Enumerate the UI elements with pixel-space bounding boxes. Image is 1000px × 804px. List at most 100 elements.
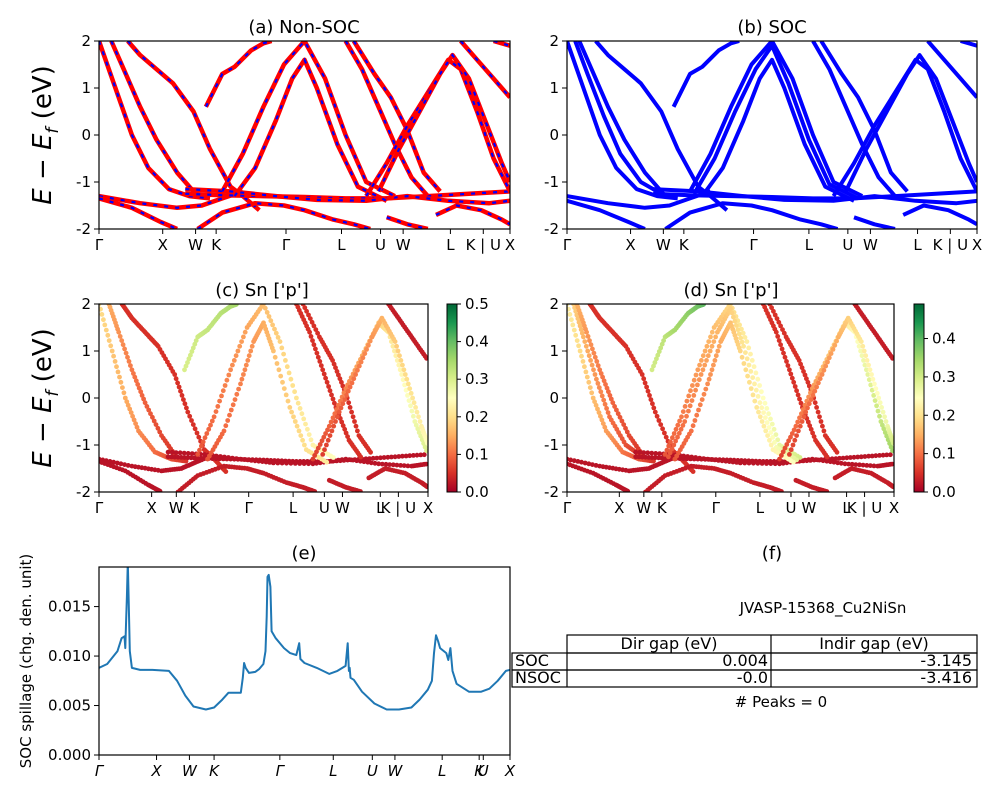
projected-band-point [571, 327, 577, 333]
projected-band-point [301, 461, 307, 466]
panel-e-frame [98, 566, 511, 756]
projected-band-point [885, 437, 891, 443]
projected-band-point [571, 458, 577, 464]
projected-band-point [848, 455, 853, 460]
projected-band-point [743, 350, 748, 355]
projected-band-point [779, 453, 784, 458]
projected-band-point [411, 413, 416, 419]
x-tick-label: X [158, 236, 168, 254]
projected-band-point [118, 379, 124, 385]
projected-band-point [230, 455, 235, 461]
projected-band-point [712, 358, 718, 363]
projected-band-point [824, 454, 830, 460]
projected-band-point [157, 488, 163, 492]
projected-band-point [379, 461, 385, 467]
panel-e-spillage [99, 567, 510, 711]
projected-band-point [700, 353, 706, 359]
projected-band-point [746, 345, 752, 351]
projected-band-point [811, 434, 817, 439]
projected-band-point [625, 488, 631, 492]
projected-band-point [582, 460, 588, 466]
projected-band-point [656, 418, 662, 423]
projected-band-point [851, 454, 857, 460]
projected-band-point [414, 409, 420, 415]
x-tick-label: U [367, 762, 378, 780]
gap-table: Dir gap (eV) Indir gap (eV) SOC 0.004 -3… [511, 634, 978, 688]
projected-band-point [669, 446, 675, 452]
projected-band-point [753, 370, 759, 376]
projected-band-point [138, 389, 144, 395]
colorbar-tick-label: 0.4 [932, 330, 956, 348]
projected-band-point [219, 393, 224, 399]
projected-band-point [175, 380, 181, 386]
projected-band-point [594, 359, 600, 364]
projected-band-point [133, 421, 139, 426]
projected-band-point [808, 426, 814, 432]
projected-band-point [355, 428, 360, 434]
projected-band-point [759, 419, 765, 424]
x-tick-label: K [189, 499, 200, 517]
x-tick-label: L [805, 236, 814, 254]
colorbar-tick-label: 0.2 [465, 408, 489, 426]
projected-band-point [394, 462, 400, 468]
projected-band-point [381, 455, 387, 460]
projected-band-point [692, 418, 698, 423]
projected-band-point [746, 460, 752, 466]
projected-band-point [690, 383, 695, 388]
projected-band-point [600, 374, 605, 380]
projected-band-point [708, 457, 714, 462]
projected-band-point [131, 417, 137, 423]
projected-band-point [394, 343, 399, 349]
projected-band-point [727, 459, 732, 464]
x-tick-label: X [146, 499, 156, 517]
projected-band-point [803, 409, 809, 415]
projected-band-point [331, 361, 337, 367]
projected-band-point [392, 454, 398, 460]
projected-band-point [662, 452, 668, 457]
projected-band-point [647, 393, 652, 398]
projected-band-point [117, 374, 122, 380]
projected-band-point [812, 400, 818, 406]
projected-band-point [413, 405, 418, 410]
peaks-count: # Peaks = 0 [735, 693, 827, 711]
nsoc-band-line [185, 186, 510, 206]
projected-band-point [367, 456, 372, 461]
colorbar-tick-label: 0.2 [932, 406, 956, 424]
projected-band-point [734, 460, 740, 465]
projected-band-point [116, 329, 122, 335]
projected-band-point [185, 451, 191, 456]
projected-band-point [695, 382, 700, 388]
projected-band-point [830, 347, 836, 352]
projected-band-point [576, 343, 581, 349]
projected-band-point [807, 423, 813, 429]
x-tick-label: Γ [712, 499, 721, 517]
soc-band-dashed-line [126, 41, 261, 212]
projected-band-point [314, 460, 319, 466]
projected-band-point [832, 342, 838, 348]
x-tick-label: X [889, 499, 899, 517]
projected-band-point [398, 358, 404, 363]
projected-band-point [831, 459, 837, 465]
projected-band-point [817, 414, 822, 420]
projected-band-point [231, 358, 237, 363]
projected-band-point [567, 306, 571, 312]
projected-band-point [242, 367, 248, 373]
projected-band-point [135, 382, 141, 387]
nsoc-band-line [99, 196, 178, 229]
projected-band-point [757, 400, 763, 406]
projected-band-point [121, 390, 127, 396]
projected-band-point [407, 386, 413, 391]
projected-band-point [325, 437, 331, 443]
panel-d-projected-bands [567, 304, 894, 492]
projected-band-point [861, 358, 866, 363]
soc-band-dashed-line [352, 41, 441, 193]
projected-band-point [217, 398, 223, 404]
projected-band-point [818, 419, 824, 424]
x-tick-label: W [182, 762, 198, 780]
soc-band-line [811, 41, 897, 198]
projected-band-point [619, 418, 625, 424]
projected-band-point [173, 376, 179, 382]
projected-band-point [389, 454, 394, 460]
